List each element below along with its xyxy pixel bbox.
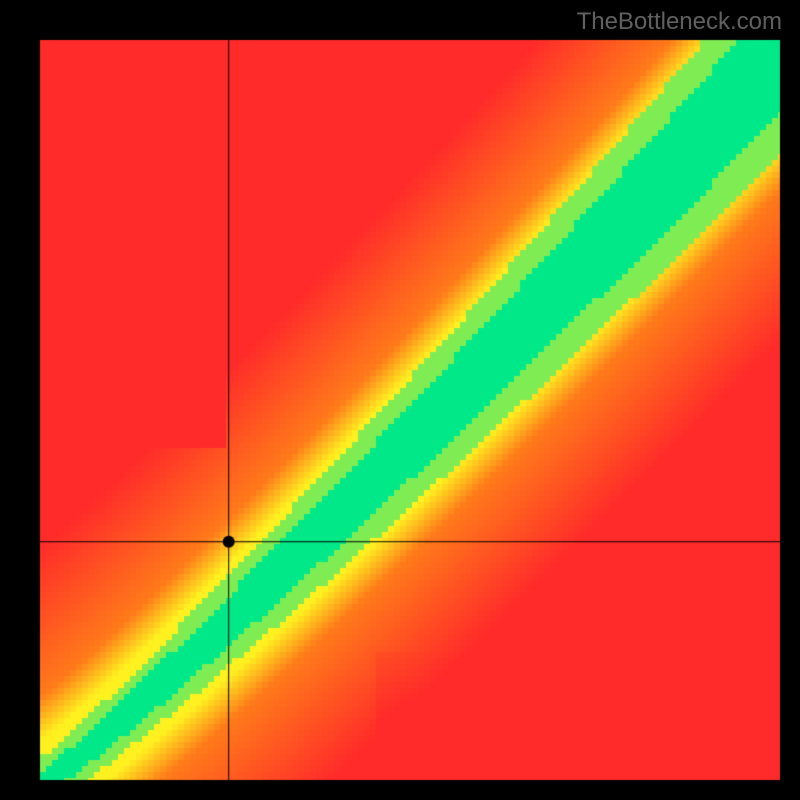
chart-container: TheBottleneck.com bbox=[0, 0, 800, 800]
bottleneck-heatmap bbox=[0, 0, 800, 800]
watermark-text: TheBottleneck.com bbox=[577, 8, 782, 36]
